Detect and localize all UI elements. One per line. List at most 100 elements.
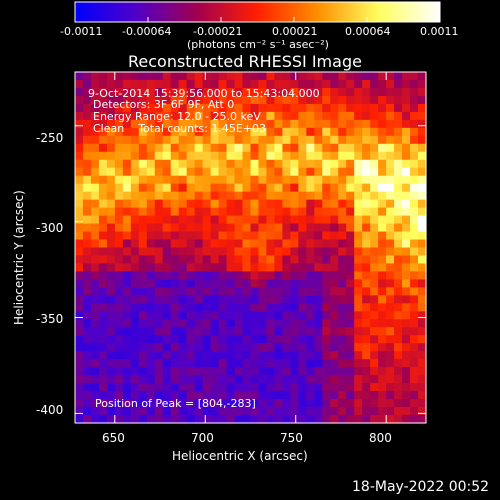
heatmap-cell (122, 367, 132, 376)
heatmap-cell (250, 271, 260, 281)
heatmap-cell (346, 95, 355, 105)
heatmap-cell (234, 79, 244, 89)
heatmap-cell (170, 375, 180, 384)
heatmap-cell (114, 223, 124, 233)
heatmap-cell (338, 72, 347, 81)
heatmap-cell (402, 375, 411, 384)
heatmap-cell (394, 239, 403, 249)
heatmap-cell (266, 375, 276, 384)
heatmap-cell (162, 79, 172, 89)
heatmap-cell (418, 119, 427, 129)
heatmap-cell (274, 351, 284, 360)
heatmap-cell (282, 215, 291, 225)
heatmap-cell (282, 399, 291, 408)
heatmap-cell (354, 79, 363, 89)
heatmap-cell (114, 247, 124, 257)
heatmap-cell (154, 167, 164, 177)
heatmap-cell (122, 375, 132, 384)
heatmap-cell (386, 231, 395, 241)
heatmap-cell (162, 143, 172, 153)
heatmap-cell (346, 239, 355, 249)
heatmap-cell (154, 311, 164, 320)
heatmap-cell (306, 391, 315, 400)
heatmap-cell (130, 79, 140, 89)
heatmap-cell (202, 239, 212, 249)
heatmap-cell (410, 79, 419, 89)
heatmap-cell (194, 327, 204, 336)
heatmap-cell (306, 335, 315, 344)
heatmap-cell (122, 207, 132, 217)
heatmap-cell (218, 319, 228, 328)
heatmap-cell (234, 151, 244, 161)
heatmap-cell (314, 359, 323, 368)
heatmap-cell (90, 415, 100, 424)
heatmap-cell (274, 399, 284, 408)
heatmap-cell (218, 367, 228, 376)
heatmap-cell (322, 287, 331, 296)
heatmap-cell (162, 135, 172, 145)
heatmap-cell (242, 72, 252, 81)
heatmap-cell (386, 279, 395, 288)
heatmap-cell (410, 183, 419, 193)
heatmap-cell (258, 399, 268, 408)
heatmap-cell (362, 87, 371, 97)
heatmap-cell (330, 175, 339, 185)
heatmap-cell (370, 415, 379, 424)
heatmap-cell (226, 175, 236, 185)
heatmap-cell (82, 95, 92, 105)
heatmap-cell (386, 79, 395, 89)
heatmap-cell (226, 135, 236, 145)
heatmap-cell (75, 103, 84, 113)
heatmap-cell (186, 263, 196, 273)
heatmap-cell (338, 271, 347, 281)
heatmap-cell (322, 391, 331, 400)
heatmap-cell (130, 359, 140, 368)
heatmap-cell (378, 327, 387, 336)
heatmap-cell (146, 167, 156, 177)
heatmap-cell (114, 311, 124, 320)
annotation-peak-position: Position of Peak = [804,-283] (95, 397, 256, 410)
heatmap-cell (210, 239, 220, 249)
heatmap-cell (354, 415, 363, 424)
heatmap-cell (186, 215, 196, 225)
heatmap-cell (218, 263, 228, 273)
heatmap-cell (146, 135, 156, 145)
heatmap-cell (226, 383, 236, 392)
heatmap-cell (386, 215, 395, 225)
heatmap-cell (418, 167, 427, 177)
heatmap-cell (106, 319, 116, 328)
heatmap-cell (306, 215, 315, 225)
heatmap-cell (306, 255, 315, 265)
heatmap-cell (362, 247, 371, 257)
heatmap-cell (234, 72, 244, 81)
heatmap-cell (122, 263, 132, 273)
heatmap-cell (170, 263, 180, 273)
heatmap-cell (186, 391, 196, 400)
heatmap-cell (258, 239, 268, 249)
heatmap-cell (138, 375, 148, 384)
heatmap-cell (274, 407, 284, 416)
heatmap-cell (234, 95, 244, 105)
heatmap-cell (298, 255, 307, 265)
heatmap-cell (378, 111, 387, 121)
heatmap-cell (186, 287, 196, 296)
heatmap-cell (186, 311, 196, 320)
heatmap-cell (258, 311, 268, 320)
heatmap-cell (162, 303, 172, 312)
heatmap-cell (170, 119, 180, 129)
heatmap-cell (266, 351, 276, 360)
annotation-detectors: Detectors: 3F 6F 9F, Att 0 (93, 98, 235, 111)
heatmap-cell (98, 287, 108, 296)
heatmap-cell (258, 223, 268, 233)
heatmap-cell (106, 135, 116, 145)
heatmap-cell (106, 95, 116, 105)
heatmap-cell (106, 111, 116, 121)
heatmap-cell (250, 311, 260, 320)
heatmap-cell (218, 127, 228, 137)
heatmap-cell (170, 359, 180, 368)
heatmap-cell (146, 375, 156, 384)
heatmap-cell (162, 279, 172, 288)
heatmap-cell (218, 247, 228, 257)
heatmap-cell (306, 183, 315, 193)
heatmap-cell (362, 295, 371, 304)
